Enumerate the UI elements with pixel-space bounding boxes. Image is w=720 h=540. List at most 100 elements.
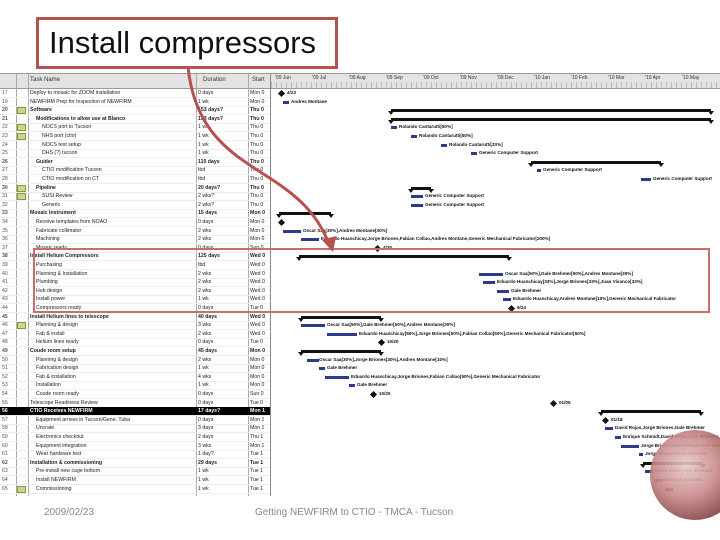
task-bar[interactable] xyxy=(349,384,355,388)
task-bar[interactable] xyxy=(301,238,319,242)
task-bar[interactable] xyxy=(645,470,653,474)
milestone-marker[interactable] xyxy=(377,339,386,347)
table-row[interactable]: 50 Planning & design 2 wks Mon 0 xyxy=(0,356,270,365)
summary-bar[interactable] xyxy=(296,255,512,262)
task-bar[interactable] xyxy=(301,324,325,328)
note-indicator-icon[interactable] xyxy=(17,132,27,140)
milestone-marker[interactable] xyxy=(277,89,286,98)
note-indicator-icon[interactable] xyxy=(17,106,27,115)
header-task-name[interactable]: Task Name xyxy=(30,77,61,83)
gantt-resource-label: 10/20 xyxy=(387,339,399,345)
table-row[interactable]: 38 Install Helium Compressors 125 days Wed … xyxy=(0,252,270,262)
milestone-marker[interactable] xyxy=(507,304,516,313)
task-bar[interactable] xyxy=(483,281,495,285)
summary-bar[interactable] xyxy=(408,186,434,193)
table-row[interactable]: 61 Wear hardware test 1 day? Tue 1 xyxy=(0,450,270,460)
table-row[interactable]: 53 Installation 1 wk Mon 0 xyxy=(0,381,270,391)
row-id: 56 xyxy=(2,408,8,415)
table-row[interactable]: 39 Purchasing tbd Wed 0 xyxy=(0,261,270,270)
task-bar[interactable] xyxy=(391,126,397,130)
note-indicator-icon[interactable] xyxy=(17,485,27,493)
task-bar[interactable] xyxy=(411,195,423,199)
task-bar[interactable] xyxy=(411,135,417,138)
table-row[interactable]: 60 Equipment integration 3 wks Mon 1 xyxy=(0,442,270,451)
table-row[interactable]: 58 Uncrate 3 days Mon 1 xyxy=(0,424,270,434)
table-row[interactable]: 57 Equipment arrives in Tucson/Gene. Tuba… xyxy=(0,416,270,425)
task-bar[interactable] xyxy=(411,203,423,207)
summary-bar[interactable] xyxy=(388,117,714,124)
header-start[interactable]: Start xyxy=(252,77,265,83)
table-row[interactable]: 54 Coude room ready 0 days Sun 0 xyxy=(0,390,270,399)
table-row[interactable]: 43 Install power 1 wk Wed 0 xyxy=(0,295,270,305)
milestone-marker[interactable] xyxy=(549,399,558,407)
row-start: Tue 0 xyxy=(250,399,264,406)
timescale-month: '09 Sep xyxy=(386,75,403,81)
table-row[interactable]: 49 Coude room setup 45 days Mon 0 xyxy=(0,347,270,356)
summary-bar[interactable] xyxy=(298,315,384,322)
milestone-marker[interactable] xyxy=(369,390,378,399)
table-row[interactable]: 47 Fab & install 2 wks Wed 0 xyxy=(0,330,270,339)
row-start: Wed 0 xyxy=(250,253,266,260)
task-bar[interactable] xyxy=(307,358,319,362)
slide-title-callout: Install compressors xyxy=(36,17,338,69)
task-bar[interactable] xyxy=(471,152,477,156)
task-bar[interactable] xyxy=(441,143,447,147)
gantt-chart: '09 Jun '09 Jul '09 Aug '09 Sep '09 Oct '09 N… xyxy=(270,74,720,496)
task-bar[interactable] xyxy=(641,178,651,181)
note-indicator-icon[interactable] xyxy=(17,123,27,132)
task-bar[interactable] xyxy=(497,289,509,293)
table-row[interactable]: 46 Planning & design 3 wks Wed 0 xyxy=(0,321,270,331)
milestone-marker[interactable] xyxy=(373,244,382,252)
row-id: 46 xyxy=(2,322,8,329)
milestone-marker[interactable] xyxy=(277,218,286,227)
task-bar[interactable] xyxy=(605,427,613,431)
task-bar[interactable] xyxy=(639,453,643,457)
row-duration: 0 days xyxy=(198,219,214,225)
summary-bar[interactable] xyxy=(388,109,714,116)
table-row[interactable]: 42 Hub design 2 wks Wed 0 xyxy=(0,287,270,296)
row-task-name: NEWFIRM Prep for Inspection of NEWFIRM xyxy=(30,98,132,105)
task-bar[interactable] xyxy=(503,298,511,302)
task-bar[interactable] xyxy=(479,272,503,276)
header-duration[interactable]: Duration xyxy=(203,77,226,83)
note-indicator-icon[interactable] xyxy=(17,321,27,330)
note-indicator-icon[interactable] xyxy=(17,184,27,192)
milestone-marker[interactable] xyxy=(601,416,610,424)
row-task-name: Fab & install xyxy=(36,330,65,337)
table-row[interactable]: 65 Commissioning 1 wk Tue 1 xyxy=(0,485,270,494)
table-row[interactable]: 40 Planning & Installation 2 wks Wed 0 xyxy=(0,270,270,279)
row-duration: 1 wk xyxy=(198,468,209,475)
task-bar[interactable] xyxy=(621,444,639,448)
row-start: Thu 0 xyxy=(250,158,264,165)
note-indicator-icon[interactable] xyxy=(17,192,27,201)
gantt-resource-label: Eduardo Huanchicay[33%],Jorge Briones[33… xyxy=(497,279,643,285)
summary-bar[interactable] xyxy=(598,410,704,417)
summary-bar[interactable] xyxy=(298,350,384,356)
table-row[interactable]: 41 Plumbing 2 wks Wed 0 xyxy=(0,278,270,288)
slide-title: Install compressors xyxy=(49,25,317,60)
table-row[interactable]: 62 Installation & commissioning 29 days Tue… xyxy=(0,459,270,468)
row-id: 60 xyxy=(2,442,8,449)
table-row[interactable]: 59 Electronics checkout 2 days Thu 1 xyxy=(0,433,270,442)
table-row[interactable]: 52 Fab & installation 4 wks Mon 0 xyxy=(0,373,270,382)
task-bar[interactable] xyxy=(537,169,541,173)
table-row[interactable]: 64 Install NEWFIRM 1 wk Tue 1 xyxy=(0,476,270,485)
task-bar[interactable] xyxy=(319,367,325,371)
table-row[interactable]: 37 Mosaic ready 0 days Sun 0 xyxy=(0,244,270,253)
table-row[interactable]: 45 Install Helium lines to telescope 40 da… xyxy=(0,313,270,322)
table-row[interactable]: 48 Helium lines ready 0 days Tue 0 xyxy=(0,338,270,348)
task-bar[interactable] xyxy=(283,229,301,233)
row-start: Mon 0 xyxy=(250,227,265,234)
task-bar[interactable] xyxy=(327,332,357,336)
table-row[interactable]: 55 Telescope Readiness Review 0 days Tue 0 xyxy=(0,399,270,408)
summary-bar[interactable] xyxy=(276,212,334,219)
table-row[interactable]: 51 Fabrication design 1 wk Mon 0 xyxy=(0,364,270,374)
row-task-name: Planning & Installation xyxy=(36,270,88,277)
task-bar[interactable] xyxy=(325,375,349,379)
row-id: 52 xyxy=(2,373,8,380)
summary-bar[interactable] xyxy=(528,160,664,167)
task-bar[interactable] xyxy=(283,100,289,104)
table-row[interactable]: 56 CTIO Receives NEWFIRM 17 days? Mon 1 xyxy=(0,407,270,417)
table-row[interactable]: 63 Pre-install new cage bottom 1 wk Tue 1 xyxy=(0,467,270,477)
task-bar[interactable] xyxy=(615,436,621,439)
